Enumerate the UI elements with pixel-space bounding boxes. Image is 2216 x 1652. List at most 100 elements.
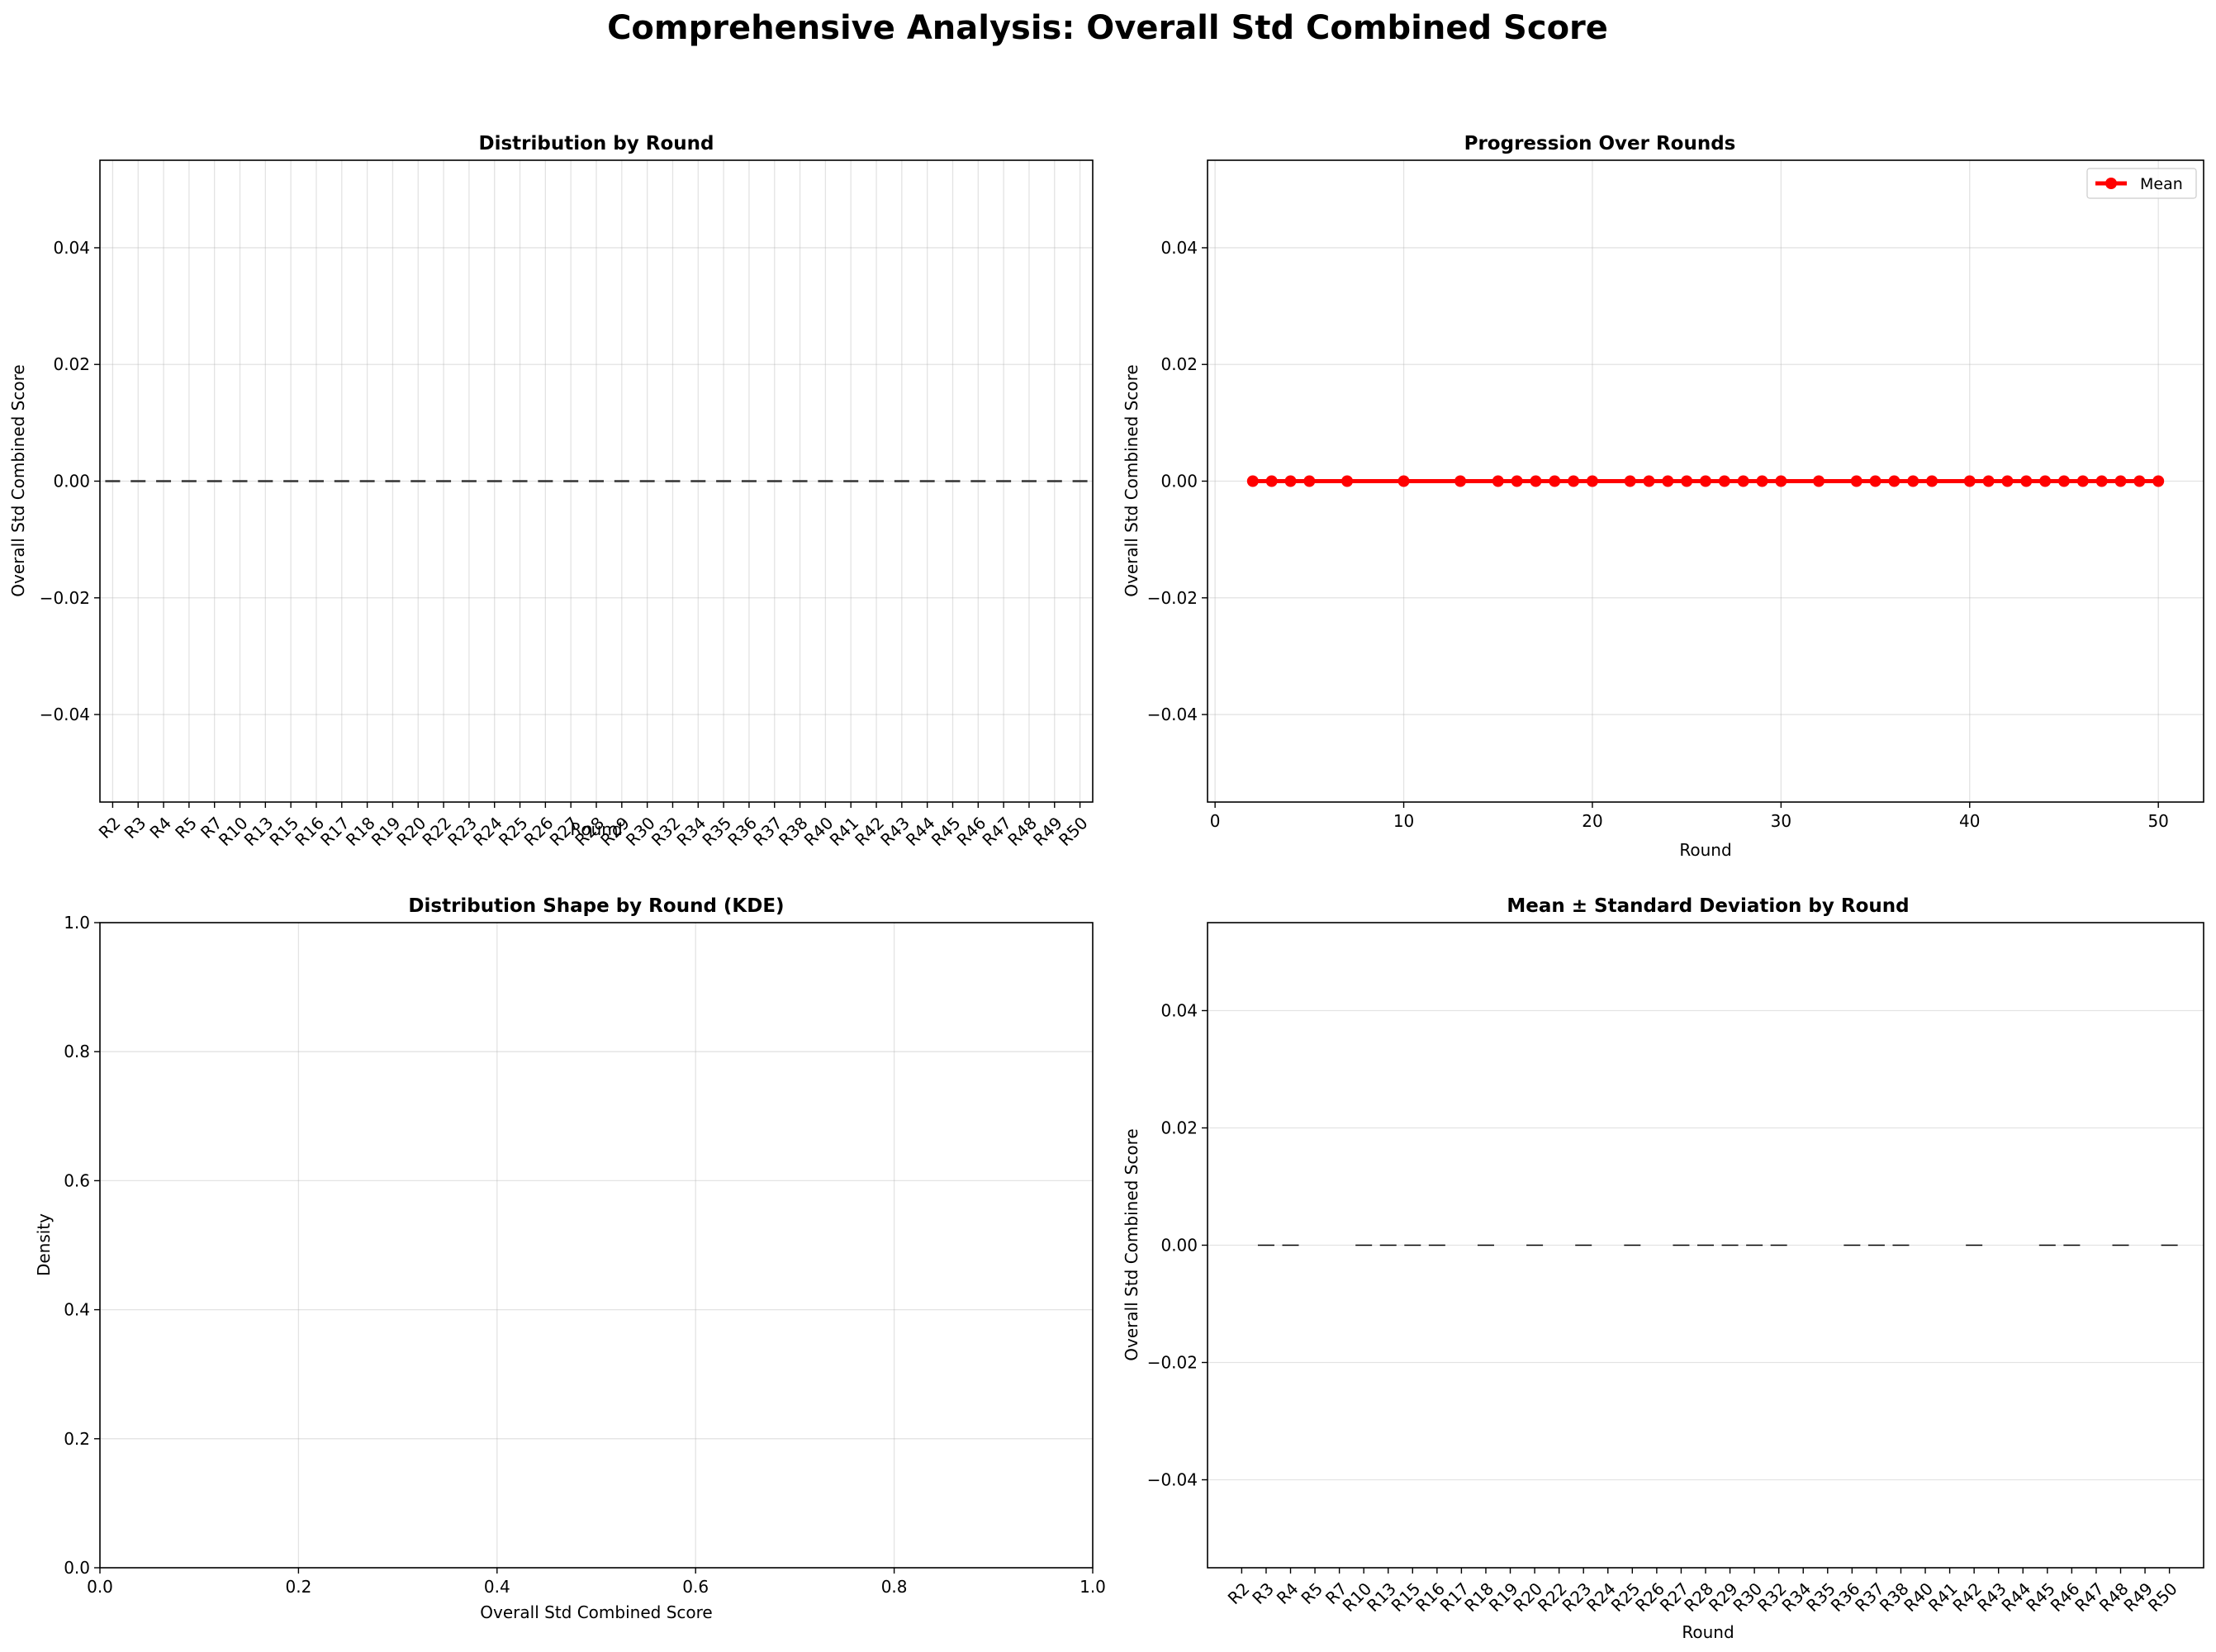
series-point-mean [1530,475,1542,487]
panel-progression-over-rounds: Progression Over Rounds 0.04 0.02 0.00 −0.0… [1122,133,2204,860]
ytick-label-kde: 0.0 [64,1558,90,1578]
series-point-mean [2076,475,2089,487]
ytick-label-err: −0.04 [1147,1470,1198,1490]
yticks-distribution: 0.04 0.02 0.00 −0.02 −0.04 [40,238,100,724]
xtick-label-kde: 0.6 [682,1577,709,1597]
xtick-label-kde: 0.2 [285,1577,311,1597]
series-point-mean [1869,475,1881,487]
series-point-mean [1341,475,1354,487]
ytick-label-box: −0.04 [40,705,90,724]
axes-frame-kde [99,922,1094,1569]
panel-distribution-by-round: Distribution by Round 0.04 0.02 0.00 −0.02 −… [8,133,1094,850]
series-point-mean [2001,475,2014,487]
panel-title-kde: Distribution Shape by Round (KDE) [408,895,784,917]
series-point-mean [1246,475,1259,487]
panel-mean-std-by-round: Mean ± Standard Deviation by Round 0.04 0… [1122,895,2204,1642]
ytick-label-kde: 0.2 [64,1429,90,1449]
ytick-label-err: 0.02 [1160,1118,1198,1138]
xlabel-mean-std: Round [1682,1622,1734,1642]
xlabel-progression: Round [1679,840,1731,860]
series-point-mean [1662,475,1674,487]
panel-title-progression: Progression Over Rounds [1464,133,1736,154]
figure-title: Comprehensive Analysis: Overall Std Comb… [607,9,1608,47]
xtick-label-line: 10 [1393,811,1414,831]
xticks-progression: 0 10 20 30 40 50 [1210,802,2169,831]
series-point-mean [1549,475,1561,487]
xlabel-kde: Overall Std Combined Score [480,1602,712,1622]
panel-title-mean-std: Mean ± Standard Deviation by Round [1507,895,1909,917]
ytick-label-kde: 0.4 [64,1300,90,1320]
series-point-mean [1643,475,1655,487]
series-point-mean [1718,475,1730,487]
series-point-mean [1265,475,1278,487]
ylabel-distribution: Overall Std Combined Score [8,364,28,596]
ytick-label-line: −0.02 [1147,588,1198,608]
grid-kde [99,922,1094,1569]
series-point-mean [1681,475,1693,487]
ytick-label-kde: 1.0 [64,913,90,933]
series-point-mean [2095,475,2108,487]
series-point-mean [1813,475,1825,487]
series-point-mean [2152,475,2165,487]
series-point-mean [2057,475,2070,487]
panel-title-distribution: Distribution by Round [479,133,714,154]
xticks-mean-std: R2R3R4R5R7R10R13R15R16R17R18R19R20R22R23… [1224,1568,2181,1616]
ytick-label-err: 0.00 [1160,1236,1198,1256]
series-progression [1246,475,2165,487]
series-point-mean [1756,475,1768,487]
ytick-label-err: −0.02 [1147,1353,1198,1373]
xtick-label-line: 40 [1959,811,1980,831]
series-point-mean [1700,475,1711,487]
ytick-label-box: 0.02 [53,354,90,374]
xtick-label-line: 50 [2147,811,2168,831]
ylabel-progression: Overall Std Combined Score [1122,364,1141,596]
xtick-label-kde: 0.8 [881,1577,908,1597]
ytick-label-err: 0.04 [1160,1001,1198,1021]
series-point-mean [1737,475,1749,487]
xtick-label-line: 30 [1771,811,1791,831]
xtick-label-kde: 1.0 [1080,1577,1106,1597]
series-point-mean [1850,475,1862,487]
series-point-mean [1963,475,1976,487]
ytick-label-box: 0.00 [53,472,90,491]
ytick-label-line: −0.04 [1147,705,1198,724]
series-point-mean [1888,475,1900,487]
ylabel-kde: Density [34,1213,54,1276]
series-point-mean [2020,475,2033,487]
series-point-mean [1568,475,1580,487]
series-point-mean [1454,475,1467,487]
ytick-label-line: 0.02 [1160,354,1198,374]
legend-box [2086,168,2197,199]
series-point-mean [1982,475,1995,487]
series-point-mean [1907,475,1919,487]
ytick-label-line: 0.04 [1160,238,1198,258]
series-point-mean [2039,475,2052,487]
xtick-label-line: 20 [1582,811,1602,831]
ytick-label-box: −0.02 [40,588,90,608]
xlabel-distribution: Round [570,819,622,839]
series-point-mean [1624,475,1636,487]
legend-progression: Mean [2086,168,2197,199]
xticks-kde: 0.0 0.2 0.4 0.6 0.8 1.0 [87,1568,1106,1597]
yticks-progression: 0.04 0.02 0.00 −0.02 −0.04 [1147,238,1208,724]
ytick-label-kde: 0.6 [64,1170,90,1190]
ytick-label-box: 0.04 [53,238,90,258]
legend-label-mean: Mean [2140,175,2183,193]
legend-marker-mean [2105,178,2117,189]
yticks-kde: 0.0 0.2 0.4 0.6 0.8 1.0 [64,913,100,1578]
series-point-mean [2114,475,2127,487]
series-point-mean [1284,475,1297,487]
ylabel-mean-std: Overall Std Combined Score [1122,1128,1141,1360]
xtick-label-kde: 0.4 [484,1577,510,1597]
panel-distribution-shape-kde: Distribution Shape by Round (KDE) 0.0 0.2… [34,895,1106,1622]
series-point-mean [1492,475,1504,487]
series-point-mean [1511,475,1523,487]
xtick-label-kde: 0.0 [87,1577,113,1597]
series-point-mean [2133,475,2146,487]
series-point-mean [1926,475,1938,487]
series-point-mean [1303,475,1316,487]
series-point-mean [1397,475,1410,487]
xtick-label-box: R50 [1055,813,1092,850]
series-point-mean [1586,475,1598,487]
